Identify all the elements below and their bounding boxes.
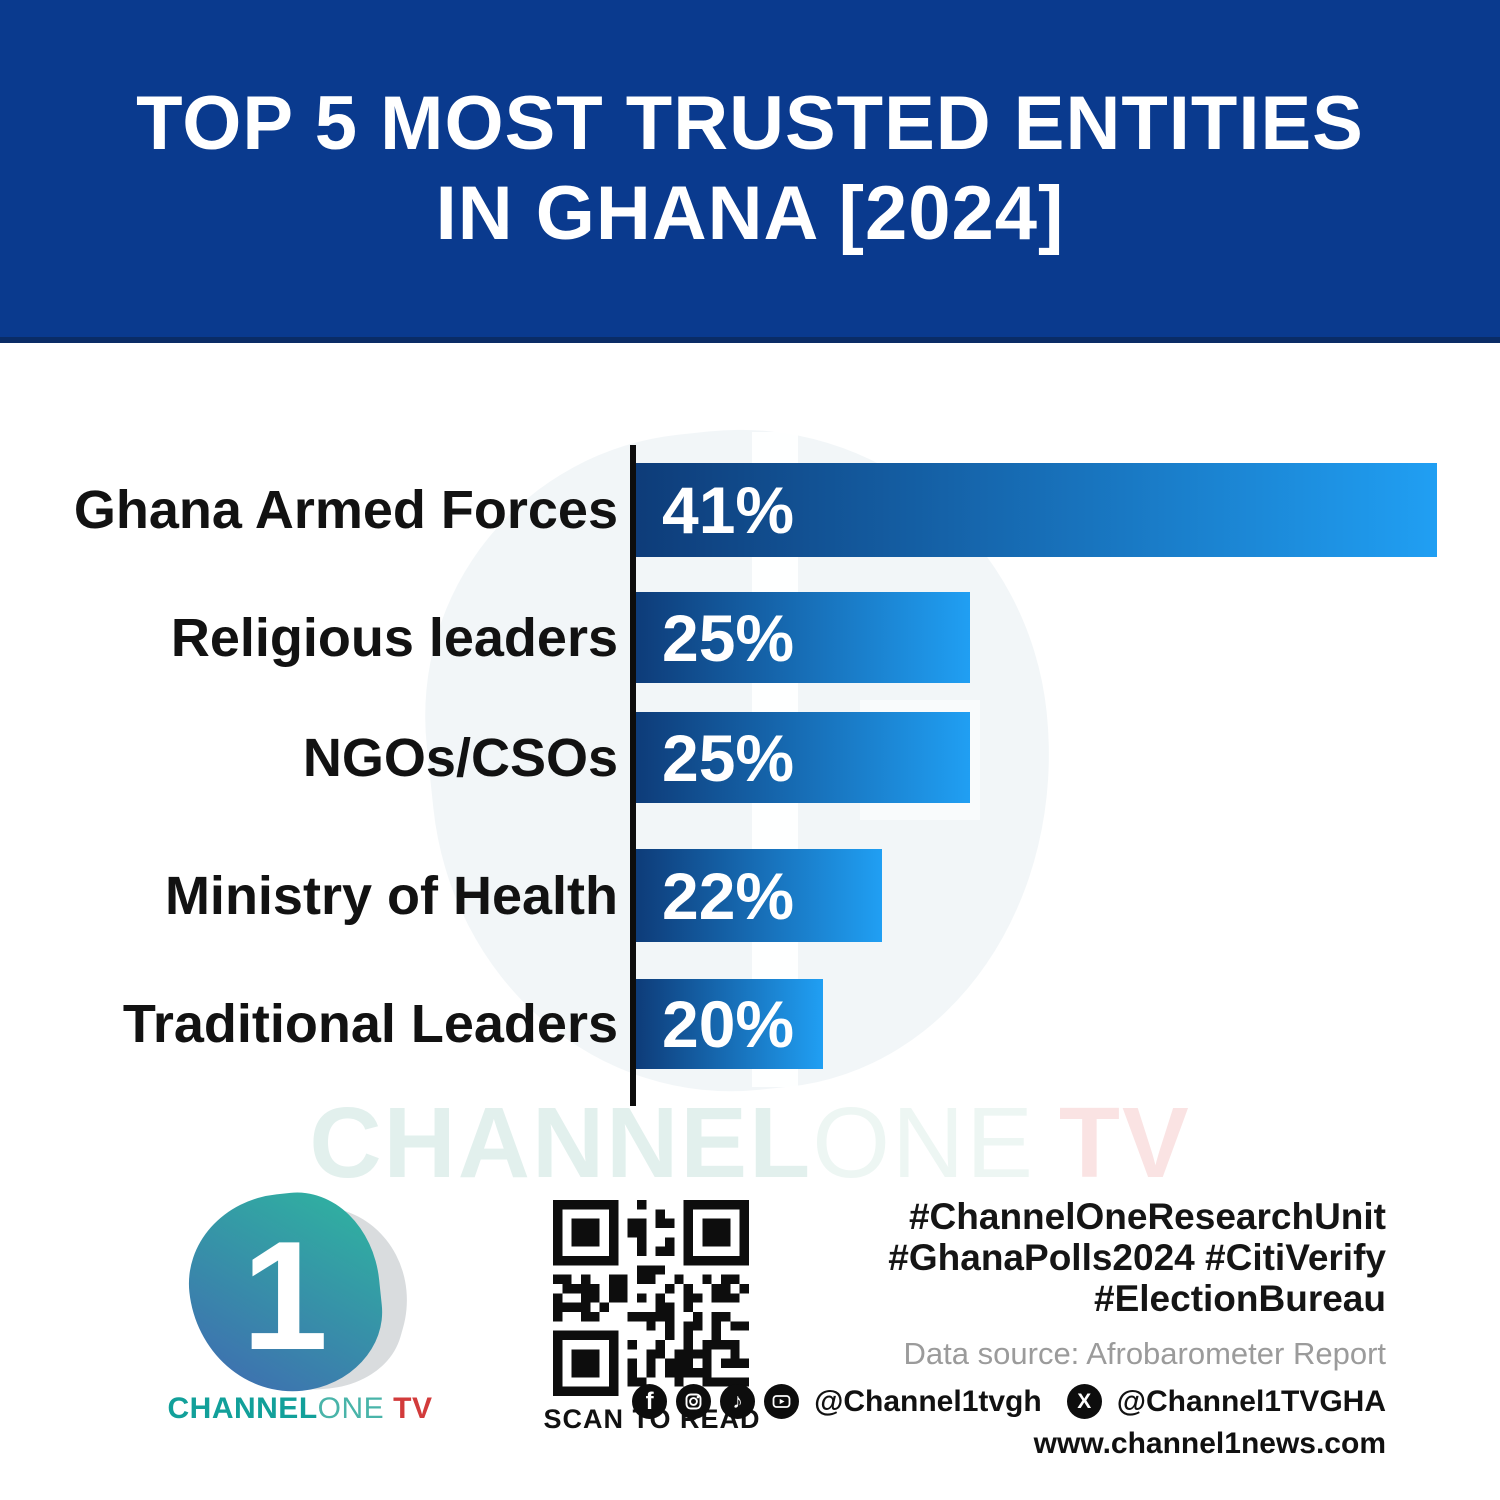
bar-ghana-armed-forces: 41% bbox=[636, 463, 1437, 557]
channel-one-logo: 1 CHANNELONE TV bbox=[150, 1180, 450, 1438]
bar-ngos-csos: 25% bbox=[636, 712, 970, 803]
instagram-icon bbox=[676, 1384, 712, 1419]
chart-axis-line bbox=[630, 445, 636, 1106]
category-label-traditional-leaders: Traditional Leaders bbox=[122, 994, 618, 1054]
chart-row: NGOs/CSOs 25% bbox=[0, 712, 1500, 803]
chart-row: Ghana Armed Forces 41% bbox=[0, 463, 1500, 557]
logo-word-one: ONE bbox=[317, 1392, 385, 1425]
category-label-ngos-csos: NGOs/CSOs bbox=[302, 727, 618, 788]
value-label: 41% bbox=[662, 473, 795, 547]
watermark-one: ONE bbox=[812, 1087, 1035, 1199]
logo-numeral-1: 1 bbox=[241, 1209, 329, 1382]
social-handle-x: @Channel1TVGHA bbox=[1116, 1384, 1386, 1418]
qr-code bbox=[552, 1200, 750, 1396]
bar-religious-leaders: 25% bbox=[636, 592, 970, 683]
x-icon: X bbox=[1066, 1384, 1102, 1419]
logo-word-tv: TV bbox=[393, 1392, 433, 1425]
bar-traditional-leaders: 20% bbox=[636, 979, 823, 1069]
value-label: 20% bbox=[662, 987, 795, 1061]
hashtag-line-1: #ChannelOneResearchUnit bbox=[908, 1196, 1386, 1237]
logo-word-channel: CHANNEL bbox=[167, 1392, 318, 1425]
data-source-note: Data source: Afrobarometer Report bbox=[903, 1336, 1386, 1371]
value-label: 25% bbox=[662, 600, 795, 675]
bar-ministry-of-health: 22% bbox=[636, 849, 882, 942]
title-line-2: IN GHANA [2024] bbox=[435, 170, 1065, 256]
category-label-ministry-of-health: Ministry of Health bbox=[164, 865, 618, 926]
value-label: 22% bbox=[662, 858, 795, 933]
channel-one-tv-watermark: CHANNELONE TV bbox=[0, 1086, 1500, 1201]
footer-right-block: #ChannelOneResearchUnit #GhanaPolls2024 … bbox=[632, 1196, 1386, 1461]
hashtag-line-3: #ElectionBureau bbox=[1094, 1278, 1386, 1319]
title-line-1: TOP 5 MOST TRUSTED ENTITIES bbox=[136, 80, 1364, 166]
value-label: 25% bbox=[662, 720, 795, 795]
hashtag-line-2: #GhanaPolls2024 #CitiVerify bbox=[888, 1237, 1386, 1278]
chart-row: Ministry of Health 22% bbox=[0, 849, 1500, 942]
social-handle-primary: @Channel1tvgh bbox=[814, 1384, 1042, 1418]
website-url: www.channel1news.com bbox=[1033, 1427, 1386, 1460]
logo-wordmark: CHANNELONE TV bbox=[150, 1392, 450, 1426]
facebook-icon: f bbox=[632, 1384, 668, 1419]
youtube-icon bbox=[764, 1384, 800, 1419]
watermark-tv: TV bbox=[1058, 1087, 1191, 1199]
tiktok-icon: ♪ bbox=[720, 1384, 756, 1419]
header-banner: TOP 5 MOST TRUSTED ENTITIES IN GHANA [20… bbox=[0, 0, 1500, 343]
chart-row: Religious leaders 25% bbox=[0, 592, 1500, 683]
watermark-channel: CHANNEL bbox=[309, 1087, 813, 1199]
category-label-ghana-armed-forces: Ghana Armed Forces bbox=[73, 480, 618, 540]
page-title: TOP 5 MOST TRUSTED ENTITIES IN GHANA [20… bbox=[136, 79, 1364, 258]
category-label-religious-leaders: Religious leaders bbox=[170, 607, 618, 668]
chart-row: Traditional Leaders 20% bbox=[0, 979, 1500, 1069]
social-handles-row: f ♪ @Channel1tvgh X @Channel1TVGHA bbox=[632, 1384, 1386, 1419]
